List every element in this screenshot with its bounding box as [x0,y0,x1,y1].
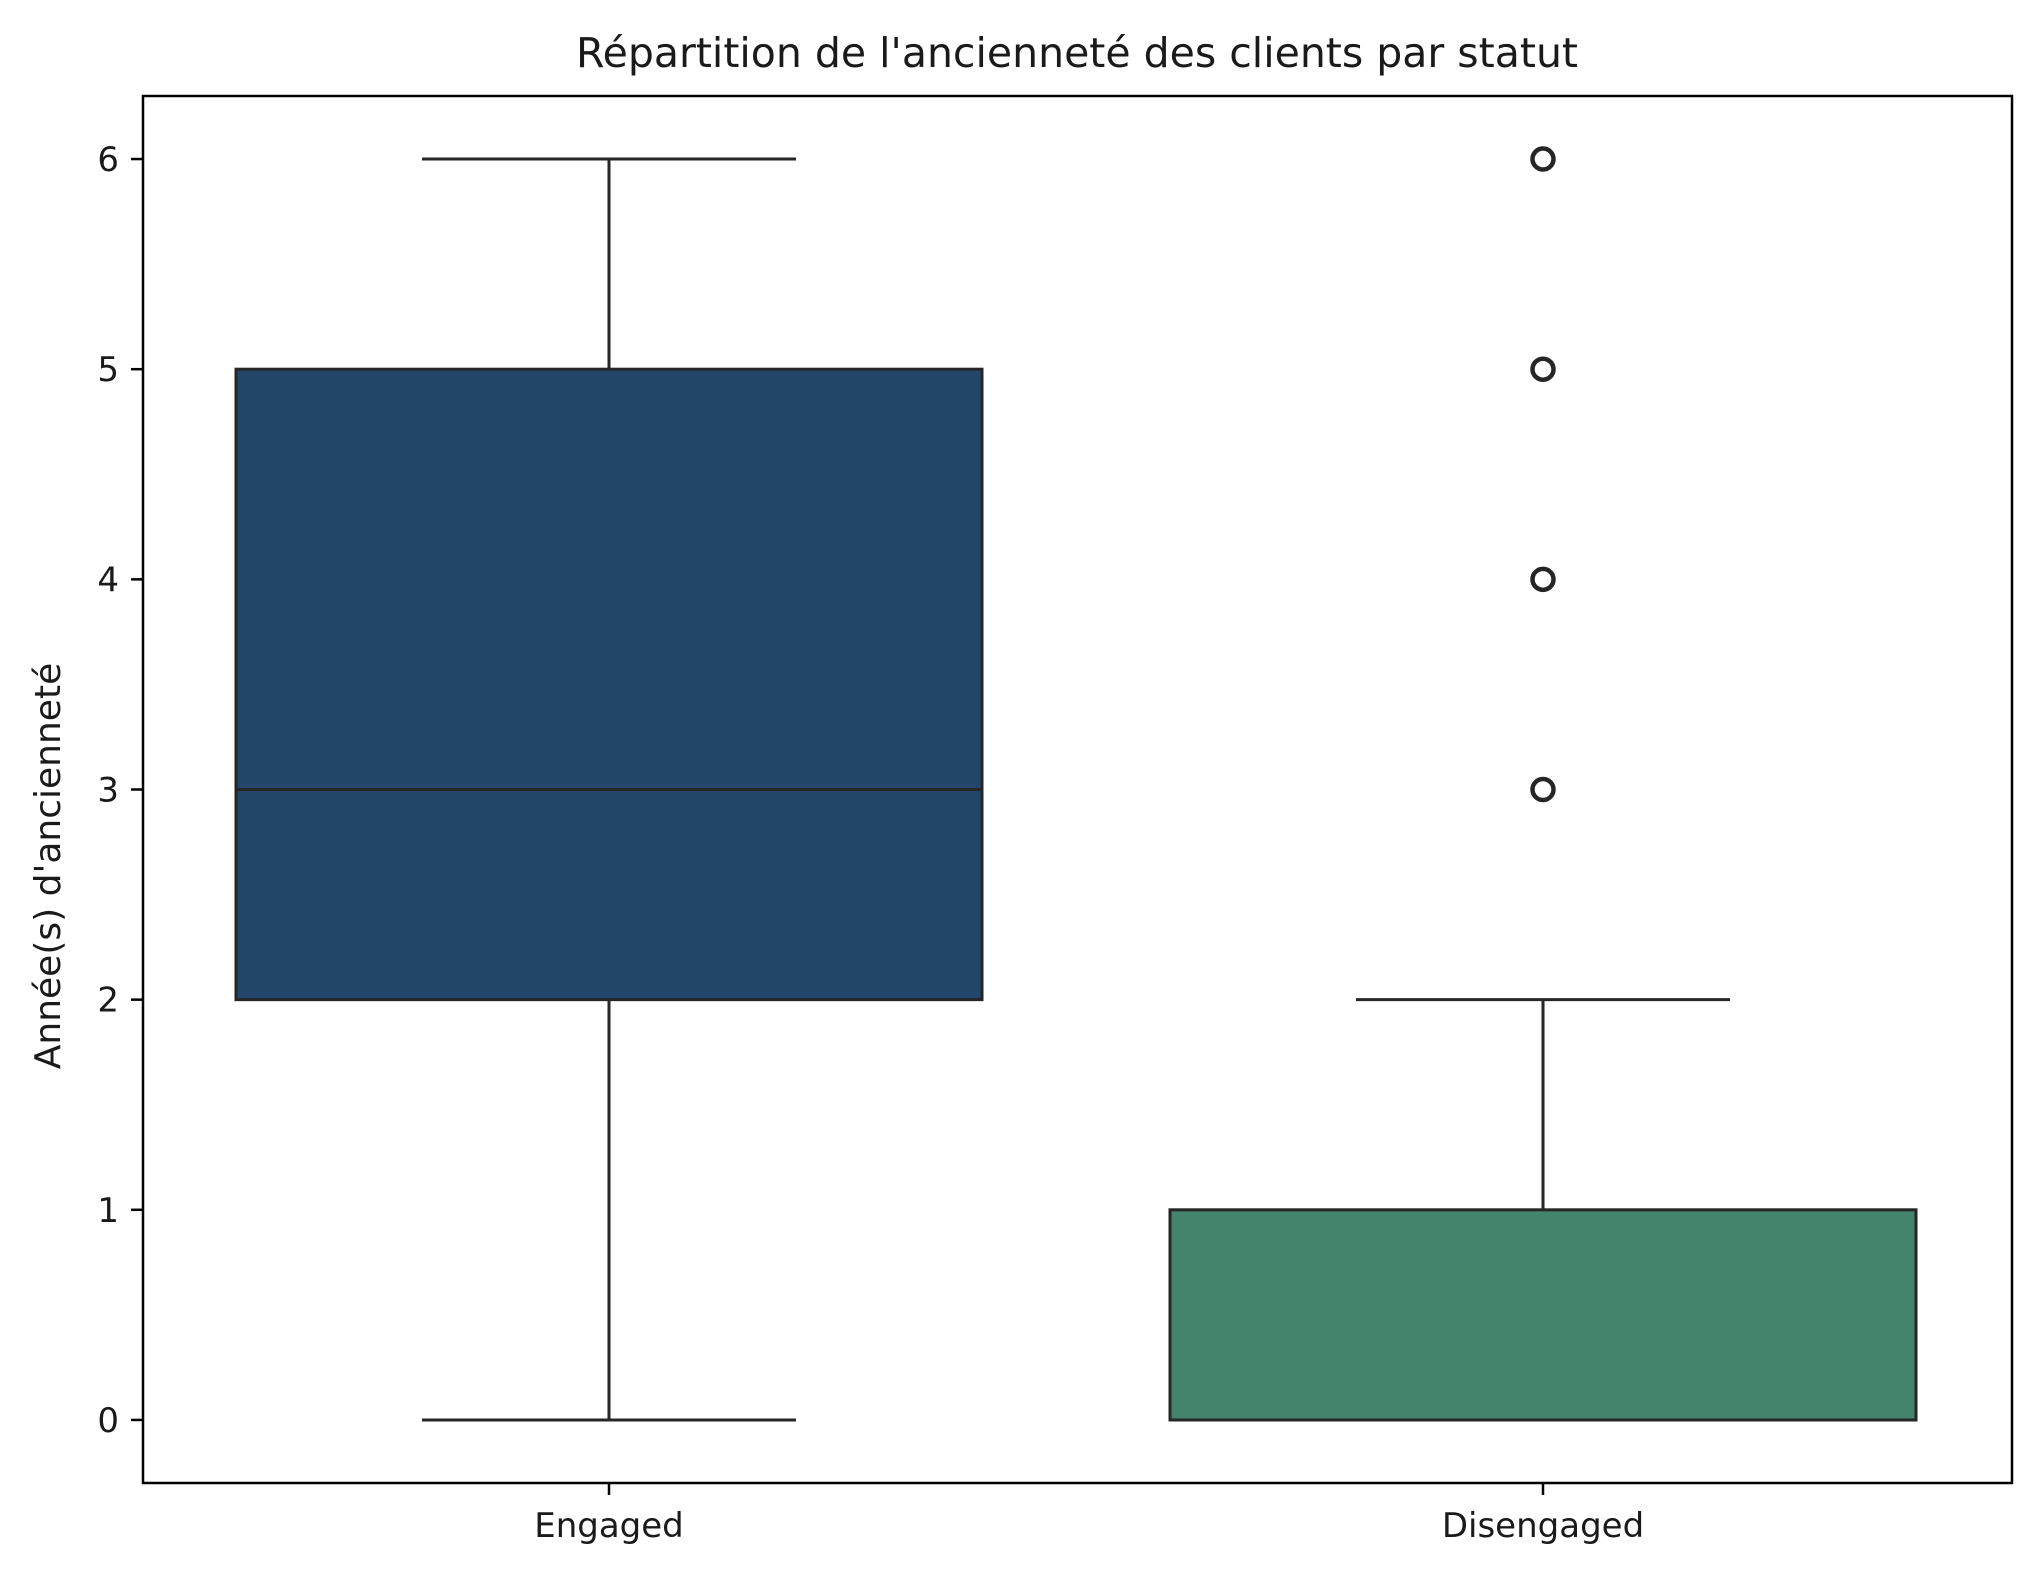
outlier-point-disengaged [1530,146,1556,172]
outlier-point-disengaged [1530,566,1556,593]
plot-frame [141,94,2014,1485]
y-axis-label: Année(s) d'ancienneté [28,663,69,1069]
y-tick-label: 5 [97,350,119,390]
x-tick-label-engaged: Engaged [534,1506,684,1546]
chart-title: Répartition de l'ancienneté des clients … [576,29,1578,77]
y-tick-label: 3 [97,771,119,811]
outlier-point-disengaged [1530,776,1556,803]
y-tick-label: 1 [97,1191,119,1231]
y-tick-label: 4 [97,560,119,600]
y-tick-label: 0 [97,1401,119,1441]
box-group-disengaged [1168,146,1918,1422]
y-tick-label: 6 [97,140,119,180]
box-group-engaged [234,157,984,1422]
box-disengaged [1168,1208,1918,1422]
x-tick-label-disengaged: Disengaged [1442,1506,1644,1546]
x-axis-ticks: Engaged Disengaged [534,1483,1644,1546]
outlier-point-disengaged [1530,356,1556,382]
y-axis-ticks: 0 1 2 3 4 5 6 [97,140,143,1441]
boxes-layer [234,146,1918,1422]
y-tick-label: 2 [97,981,119,1021]
box-engaged [234,367,984,1002]
